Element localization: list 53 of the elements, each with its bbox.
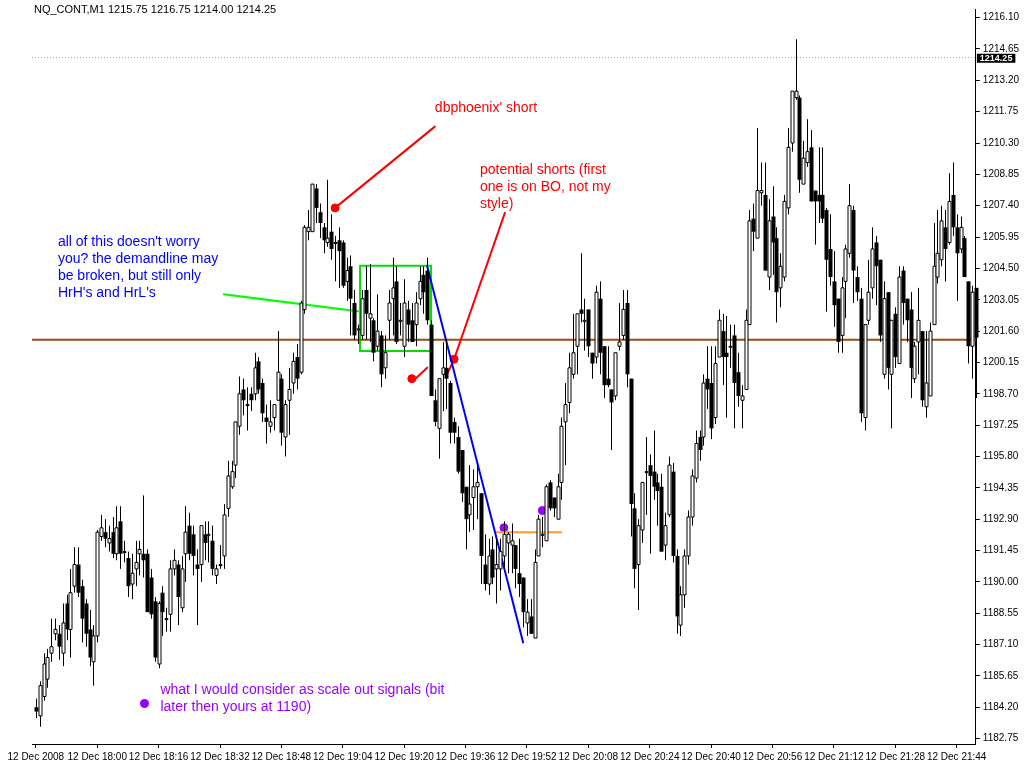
x-tick-label: 12 Dec 20:08 [558, 750, 619, 762]
candlestick [118, 505, 123, 570]
x-tick-label: 12 Dec 18:16 [128, 750, 189, 762]
ref-line-label: 1214.25 [979, 52, 1013, 63]
y-tick-label: 1188.55 [982, 606, 1019, 618]
x-tick-label: 12 Dec 18:32 [190, 750, 251, 762]
y-tick-label: 1211.75 [982, 105, 1019, 117]
y-tick-label: 1184.20 [982, 701, 1019, 712]
y-tick-label: 1201.60 [982, 324, 1020, 336]
y-tick-label: 1185.65 [982, 669, 1019, 681]
y-tick-label: 1182.75 [982, 732, 1019, 744]
x-tick-label: 12 Dec 20:24 [619, 750, 680, 762]
y-tick-label: 1192.90 [982, 512, 1019, 524]
candlestick [364, 265, 369, 341]
y-tick-label: 1197.25 [982, 418, 1019, 430]
x-tick-label: 12 Dec 20:40 [681, 750, 742, 762]
x-tick-label: 12 Dec 19:20 [374, 750, 435, 762]
candlestick [406, 300, 411, 343]
candlestick [606, 345, 611, 388]
y-tick-label: 1198.70 [982, 387, 1019, 399]
y-tick-label: 1194.35 [982, 481, 1019, 493]
y-tick-label: 1187.10 [982, 638, 1019, 650]
y-tick-label: 1216.10 [982, 11, 1020, 23]
y-tick-label: 1205.95 [982, 230, 1020, 242]
candlestick [724, 315, 729, 419]
y-tick-label: 1204.50 [982, 262, 1020, 274]
annotation: all of this doesn't worry you? the demandline may be broken, but still only HrH's and HrL's [57, 233, 220, 302]
point [407, 374, 417, 384]
x-tick-label: 12 Dec 18:00 [67, 750, 128, 762]
y-tick-label: 1191.45 [982, 544, 1019, 556]
y-tick-label: 1208.85 [982, 168, 1020, 180]
y-tick-label: 1203.05 [982, 293, 1020, 305]
y-tick-label: 1200.15 [982, 356, 1020, 368]
y-tick-label: 1207.40 [982, 199, 1020, 211]
y-tick-label: 1190.00 [982, 575, 1019, 587]
annotation: potential shorts (first one is on BO, not my style) [479, 160, 612, 212]
legend-label: what I would consider as scale out signals (bit later then yours at 1190) [160, 681, 446, 716]
x-tick-label: 12 Dec 19:52 [497, 750, 558, 762]
x-tick-label: 12 Dec 21:44 [926, 750, 987, 762]
x-tick-label: 12 Dec 19:36 [435, 750, 496, 762]
annotation: dbphoenix' short [434, 99, 539, 117]
chart-title: NQ_CONT,M1 1215.75 1216.75 1214.00 1214.25 [34, 3, 277, 15]
y-tick-label: 1213.20 [982, 74, 1020, 86]
y-tick-label: 1195.80 [982, 450, 1019, 462]
y-tick-label: 1210.30 [982, 136, 1020, 148]
y-tick-label: 1214.65 [982, 42, 1020, 54]
x-tick-label: 12 Dec 21:12 [804, 750, 865, 762]
x-tick-label: 12 Dec 18:48 [251, 750, 312, 762]
x-tick-label: 12 Dec 19:04 [313, 750, 373, 762]
x-tick-label: 12 Dec 2008 [7, 750, 65, 762]
x-tick-label: 12 Dec 21:28 [865, 750, 926, 762]
x-tick-label: 12 Dec 20:56 [742, 750, 803, 762]
candlestick [103, 518, 108, 548]
